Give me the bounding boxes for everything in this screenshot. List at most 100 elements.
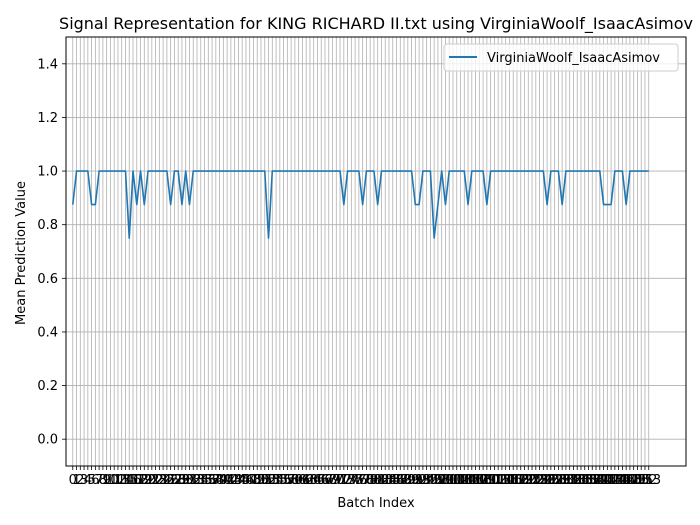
x-tick-label: 10 (102, 473, 119, 488)
x-tick-label: 132 (557, 473, 582, 488)
x-tick-label: 3 (80, 473, 88, 488)
x-tick-label: 116 (497, 473, 522, 488)
x-tick-label: 88 (396, 473, 413, 488)
x-tick-label: 139 (584, 473, 609, 488)
ticks-layer: 0123456789101112131415161718192021222324… (37, 57, 661, 488)
y-tick-label: 1.2 (37, 111, 58, 126)
x-tick-label: 93 (415, 473, 432, 488)
x-tick-label: 134 (565, 473, 590, 488)
series-layer (71, 170, 649, 239)
x-tick-label: 143 (599, 473, 624, 488)
x-tick-label: 108 (467, 473, 492, 488)
x-tick-label: 49 (249, 473, 266, 488)
x-tick-label: 115 (493, 473, 518, 488)
x-tick-label: 122 (520, 473, 545, 488)
x-tick-label: 68 (320, 473, 337, 488)
x-tick-label: 137 (576, 473, 601, 488)
x-tick-label: 14 (117, 473, 134, 488)
x-tick-label: 21 (144, 473, 161, 488)
x-tick-label: 138 (580, 473, 605, 488)
x-tick-label: 111 (478, 473, 503, 488)
x-tick-label: 31 (181, 473, 198, 488)
x-tick-label: 66 (313, 473, 330, 488)
x-tick-label: 12 (110, 473, 127, 488)
x-tick-label: 141 (591, 473, 616, 488)
x-tick-label: 109 (471, 473, 496, 488)
x-tick-label: 82 (373, 473, 390, 488)
series-line (71, 170, 649, 239)
x-tick-label: 91 (407, 473, 424, 488)
x-tick-label: 42 (223, 473, 240, 488)
x-tick-label: 105 (456, 473, 481, 488)
x-tick-label: 76 (351, 473, 368, 488)
x-tick-label: 136 (572, 473, 597, 488)
x-tick-label: 106 (459, 473, 484, 488)
x-tick-label: 50 (253, 473, 270, 488)
x-tick-label: 151 (629, 473, 654, 488)
x-tick-label: 52 (260, 473, 277, 488)
x-tick-label: 94 (418, 473, 435, 488)
x-tick-label: 145 (606, 473, 631, 488)
x-tick-label: 146 (610, 473, 635, 488)
x-tick-label: 99 (437, 473, 454, 488)
x-tick-label: 133 (561, 473, 586, 488)
x-tick-label: 71 (332, 473, 349, 488)
y-tick-label: 0.0 (37, 433, 58, 448)
x-tick-label: 78 (358, 473, 375, 488)
y-tick-label: 0.6 (37, 272, 58, 287)
x-tick-label: 20 (140, 473, 157, 488)
x-tick-label: 36 (200, 473, 217, 488)
x-tick-label: 90 (403, 473, 420, 488)
x-tick-label: 1 (72, 473, 80, 488)
x-tick-label: 62 (298, 473, 315, 488)
x-tick-label: 4 (84, 473, 92, 488)
x-tick-label: 142 (595, 473, 620, 488)
x-tick-label: 104 (452, 473, 477, 488)
x-tick-label: 47 (241, 473, 258, 488)
x-tick-label: 74 (343, 473, 360, 488)
y-tick-label: 1.4 (37, 57, 58, 72)
x-tick-label: 39 (211, 473, 228, 488)
x-tick-label: 100 (437, 473, 462, 488)
x-tick-label: 64 (305, 473, 322, 488)
x-tick-label: 61 (294, 473, 311, 488)
x-tick-label: 120 (512, 473, 537, 488)
x-tick-label: 67 (317, 473, 334, 488)
x-tick-label: 41 (219, 473, 236, 488)
chart-title: Signal Representation for KING RICHARD I… (59, 14, 693, 34)
x-tick-label: 144 (602, 473, 627, 488)
x-tick-label: 15 (121, 473, 138, 488)
x-tick-label: 126 (535, 473, 560, 488)
x-tick-label: 16 (125, 473, 142, 488)
x-tick-label: 98 (433, 473, 450, 488)
x-tick-label: 127 (538, 473, 563, 488)
x-tick-label: 26 (162, 473, 179, 488)
x-tick-label: 70 (328, 473, 345, 488)
x-tick-label: 84 (381, 473, 398, 488)
x-tick-label: 101 (441, 473, 466, 488)
x-tick-label: 38 (208, 473, 225, 488)
x-tick-label: 43 (226, 473, 243, 488)
x-tick-label: 77 (354, 473, 371, 488)
x-tick-label: 40 (215, 473, 232, 488)
x-tick-label: 46 (238, 473, 255, 488)
x-tick-label: 107 (463, 473, 488, 488)
x-tick-label: 53 (264, 473, 281, 488)
x-tick-label: 30 (177, 473, 194, 488)
x-tick-label: 92 (411, 473, 428, 488)
x-tick-label: 102 (444, 473, 469, 488)
x-tick-label: 48 (245, 473, 262, 488)
x-tick-label: 0 (69, 473, 77, 488)
x-tick-label: 110 (474, 473, 499, 488)
x-tick-label: 86 (388, 473, 405, 488)
x-tick-label: 75 (347, 473, 364, 488)
x-tick-label: 37 (204, 473, 221, 488)
x-tick-label: 11 (106, 473, 123, 488)
x-tick-label: 125 (531, 473, 556, 488)
x-tick-label: 28 (170, 473, 187, 488)
x-tick-label: 27 (166, 473, 183, 488)
x-tick-label: 5 (87, 473, 95, 488)
x-tick-label: 152 (633, 473, 658, 488)
grid-layer (66, 37, 686, 466)
x-tick-label: 58 (283, 473, 300, 488)
